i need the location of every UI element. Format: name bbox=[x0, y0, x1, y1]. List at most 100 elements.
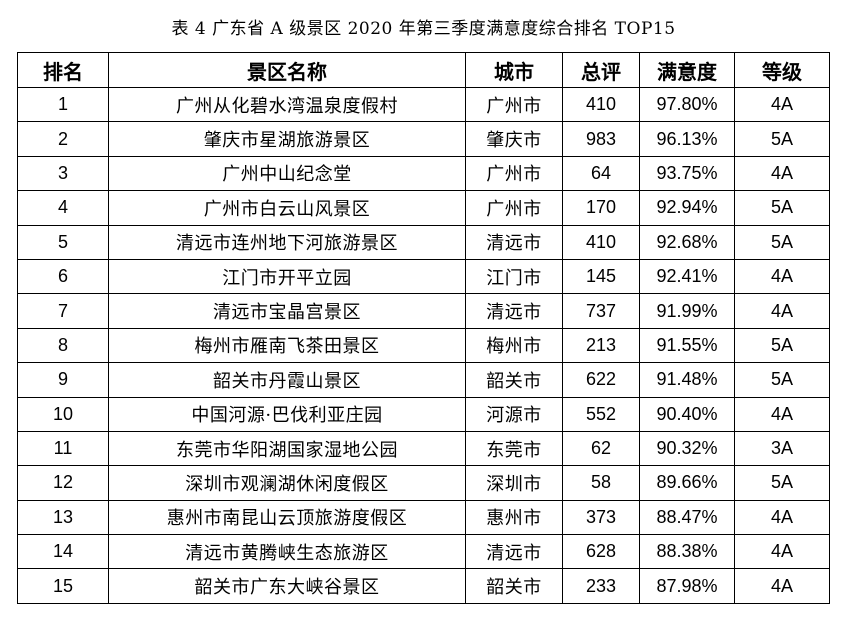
cell-scenic-name: 清远市黄腾峡生态旅游区 bbox=[108, 534, 466, 570]
cell-city: 广州市 bbox=[465, 155, 563, 192]
cell-scenic-name: 韶关市广东大峡谷景区 bbox=[108, 568, 466, 604]
cell-city: 肇庆市 bbox=[465, 121, 563, 157]
cell-grade: 5A bbox=[734, 465, 830, 501]
cell-scenic-name: 东莞市华阳湖国家湿地公园 bbox=[108, 430, 466, 467]
cell-rank: 9 bbox=[17, 362, 109, 398]
cell-rank: 7 bbox=[17, 293, 109, 329]
cell-rank: 14 bbox=[17, 534, 109, 570]
cell-grade: 4A bbox=[734, 155, 830, 192]
cell-city: 江门市 bbox=[465, 258, 563, 295]
cell-scenic-name: 中国河源·巴伐利亚庄园 bbox=[108, 396, 466, 432]
cell-city: 韶关市 bbox=[465, 568, 563, 604]
table-row: 8 梅州市雁南飞茶田景区 梅州市 213 91.55% 5A bbox=[17, 327, 830, 364]
cell-grade: 5A bbox=[734, 224, 830, 260]
cell-scenic-name: 清远市连州地下河旅游景区 bbox=[108, 224, 466, 260]
header-rank: 排名 bbox=[17, 52, 109, 88]
cell-rank: 1 bbox=[17, 86, 109, 123]
cell-city: 韶关市 bbox=[465, 362, 563, 398]
cell-satisfaction: 91.48% bbox=[639, 362, 735, 398]
table-row: 1 广州从化碧水湾温泉度假村 广州市 410 97.80% 4A bbox=[17, 86, 830, 123]
cell-grade: 4A bbox=[734, 396, 830, 432]
cell-city: 梅州市 bbox=[465, 327, 563, 364]
cell-rank: 3 bbox=[17, 155, 109, 192]
cell-rank: 6 bbox=[17, 258, 109, 295]
cell-total: 628 bbox=[562, 534, 640, 570]
cell-satisfaction: 91.99% bbox=[639, 293, 735, 329]
table-caption: 表 4 广东省 A 级景区 2020 年第三季度满意度综合排名 TOP15 bbox=[171, 19, 676, 39]
table-row: 14 清远市黄腾峡生态旅游区 清远市 628 88.38% 4A bbox=[17, 534, 830, 570]
cell-grade: 5A bbox=[734, 327, 830, 364]
cell-grade: 5A bbox=[734, 121, 830, 157]
cell-total: 145 bbox=[562, 258, 640, 295]
cell-scenic-name: 清远市宝晶宫景区 bbox=[108, 293, 466, 329]
cell-rank: 13 bbox=[17, 499, 109, 536]
table-row: 13 惠州市南昆山云顶旅游度假区 惠州市 373 88.47% 4A bbox=[17, 499, 830, 536]
table-row: 3 广州中山纪念堂 广州市 64 93.75% 4A bbox=[17, 155, 830, 192]
cell-scenic-name: 肇庆市星湖旅游景区 bbox=[108, 121, 466, 157]
cell-rank: 15 bbox=[17, 568, 109, 604]
table-row: 11 东莞市华阳湖国家湿地公园 东莞市 62 90.32% 3A bbox=[17, 430, 830, 467]
cell-city: 清远市 bbox=[465, 224, 563, 260]
cell-scenic-name: 广州从化碧水湾温泉度假村 bbox=[108, 86, 466, 123]
table-row: 12 深圳市观澜湖休闲度假区 深圳市 58 89.66% 5A bbox=[17, 465, 830, 501]
cell-grade: 4A bbox=[734, 86, 830, 123]
cell-city: 深圳市 bbox=[465, 465, 563, 501]
cell-total: 62 bbox=[562, 430, 640, 467]
ranking-table: 排名 景区名称 城市 总评 满意度 等级 1 广州从化碧水湾温泉度假村 广州市 410… bbox=[17, 52, 830, 604]
cell-satisfaction: 92.41% bbox=[639, 258, 735, 295]
cell-satisfaction: 92.94% bbox=[639, 190, 735, 226]
cell-rank: 10 bbox=[17, 396, 109, 432]
cell-city: 河源市 bbox=[465, 396, 563, 432]
cell-grade: 4A bbox=[734, 534, 830, 570]
cell-total: 622 bbox=[562, 362, 640, 398]
cell-grade: 3A bbox=[734, 430, 830, 467]
table-row: 2 肇庆市星湖旅游景区 肇庆市 983 96.13% 5A bbox=[17, 121, 830, 157]
cell-grade: 4A bbox=[734, 568, 830, 604]
cell-city: 广州市 bbox=[465, 190, 563, 226]
cell-satisfaction: 88.38% bbox=[639, 534, 735, 570]
cell-satisfaction: 91.55% bbox=[639, 327, 735, 364]
cell-satisfaction: 97.80% bbox=[639, 86, 735, 123]
header-total: 总评 bbox=[562, 52, 640, 88]
table-row: 4 广州市白云山风景区 广州市 170 92.94% 5A bbox=[17, 190, 830, 226]
cell-satisfaction: 96.13% bbox=[639, 121, 735, 157]
cell-satisfaction: 90.32% bbox=[639, 430, 735, 467]
cell-satisfaction: 93.75% bbox=[639, 155, 735, 192]
cell-total: 233 bbox=[562, 568, 640, 604]
table-body: 1 广州从化碧水湾温泉度假村 广州市 410 97.80% 4A 2 肇庆市星湖旅游景区 肇庆市… bbox=[17, 86, 830, 604]
cell-total: 58 bbox=[562, 465, 640, 501]
cell-total: 410 bbox=[562, 224, 640, 260]
table-row: 5 清远市连州地下河旅游景区 清远市 410 92.68% 5A bbox=[17, 224, 830, 260]
header-satisfaction: 满意度 bbox=[639, 52, 735, 88]
cell-satisfaction: 92.68% bbox=[639, 224, 735, 260]
cell-scenic-name: 惠州市南昆山云顶旅游度假区 bbox=[108, 499, 466, 536]
cell-rank: 11 bbox=[17, 430, 109, 467]
cell-scenic-name: 深圳市观澜湖休闲度假区 bbox=[108, 465, 466, 501]
cell-scenic-name: 广州中山纪念堂 bbox=[108, 155, 466, 192]
table-header-row: 排名 景区名称 城市 总评 满意度 等级 bbox=[17, 52, 830, 88]
cell-satisfaction: 87.98% bbox=[639, 568, 735, 604]
cell-city: 广州市 bbox=[465, 86, 563, 123]
cell-city: 东莞市 bbox=[465, 430, 563, 467]
cell-total: 170 bbox=[562, 190, 640, 226]
cell-city: 惠州市 bbox=[465, 499, 563, 536]
cell-grade: 4A bbox=[734, 293, 830, 329]
cell-satisfaction: 90.40% bbox=[639, 396, 735, 432]
cell-total: 213 bbox=[562, 327, 640, 364]
cell-scenic-name: 梅州市雁南飞茶田景区 bbox=[108, 327, 466, 364]
cell-scenic-name: 江门市开平立园 bbox=[108, 258, 466, 295]
cell-grade: 5A bbox=[734, 362, 830, 398]
cell-satisfaction: 89.66% bbox=[639, 465, 735, 501]
header-city: 城市 bbox=[465, 52, 563, 88]
cell-total: 410 bbox=[562, 86, 640, 123]
table-row: 9 韶关市丹霞山景区 韶关市 622 91.48% 5A bbox=[17, 362, 830, 398]
table-row: 10 中国河源·巴伐利亚庄园 河源市 552 90.40% 4A bbox=[17, 396, 830, 432]
cell-total: 64 bbox=[562, 155, 640, 192]
header-grade: 等级 bbox=[734, 52, 830, 88]
cell-grade: 4A bbox=[734, 499, 830, 536]
cell-rank: 8 bbox=[17, 327, 109, 364]
cell-rank: 5 bbox=[17, 224, 109, 260]
cell-rank: 12 bbox=[17, 465, 109, 501]
table-row: 6 江门市开平立园 江门市 145 92.41% 4A bbox=[17, 258, 830, 295]
cell-grade: 5A bbox=[734, 190, 830, 226]
